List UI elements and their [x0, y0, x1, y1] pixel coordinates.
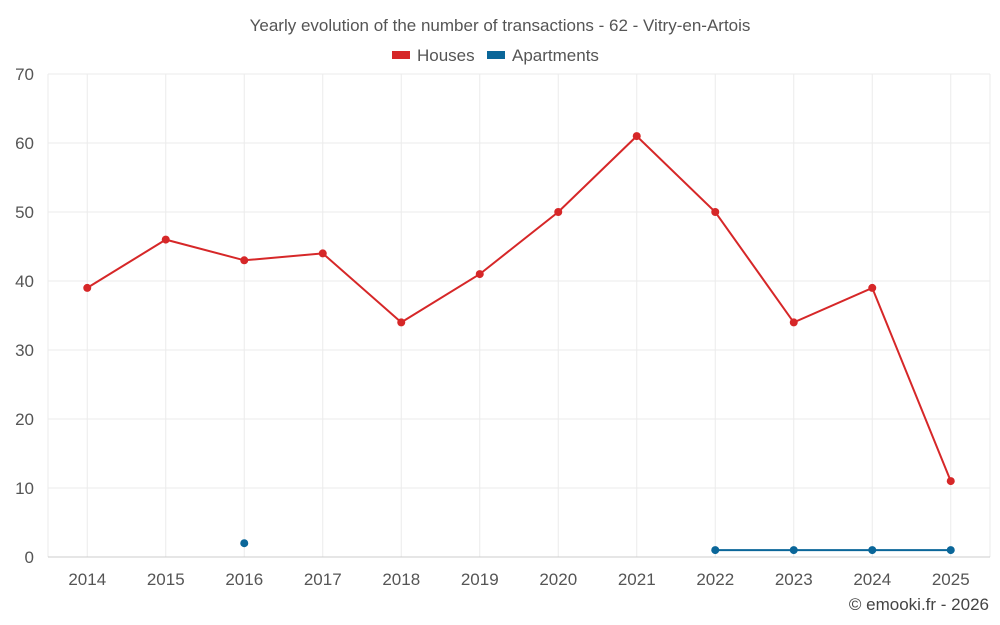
data-point-houses[interactable] [632, 132, 641, 141]
series [83, 132, 955, 555]
data-point-houses[interactable] [711, 208, 720, 216]
legend-swatch-apartments [487, 51, 505, 59]
x-tick-label: 2018 [382, 570, 420, 589]
x-tick-label: 2021 [618, 570, 656, 589]
x-tick-label: 2016 [225, 570, 263, 589]
y-tick-label: 30 [15, 341, 34, 360]
y-tick-label: 60 [15, 134, 34, 153]
data-point-houses[interactable] [554, 208, 563, 216]
x-tick-label: 2017 [304, 570, 342, 589]
x-tick-label: 2015 [147, 570, 185, 589]
data-point-apartments[interactable] [711, 546, 720, 555]
data-point-houses[interactable] [789, 318, 798, 327]
y-tick-label: 50 [15, 203, 34, 222]
legend-item-houses[interactable]: Houses [392, 46, 475, 65]
y-tick-label: 20 [15, 410, 34, 429]
y-tick-label: 0 [25, 548, 34, 567]
data-point-houses[interactable] [475, 270, 484, 279]
x-tick-label: 2019 [461, 570, 499, 589]
y-tick-label: 70 [15, 65, 34, 84]
y-axis-ticks: 0 10 20 30 40 50 60 70 [15, 65, 34, 567]
data-point-houses[interactable] [83, 283, 92, 292]
y-tick-label: 10 [15, 479, 34, 498]
series-houses [83, 132, 955, 486]
data-point-houses[interactable] [240, 256, 249, 265]
x-tick-label: 2022 [696, 570, 734, 589]
legend-item-apartments[interactable]: Apartments [487, 46, 599, 65]
series-apartments [240, 539, 955, 555]
data-point-apartments[interactable] [946, 546, 955, 555]
x-axis-ticks: 2014 2015 2016 2017 2018 2019 2020 2021 2022 2023… [68, 570, 969, 589]
legend-swatch-houses [392, 51, 410, 59]
gridlines [47, 73, 991, 558]
x-tick-label: 2024 [853, 570, 891, 589]
y-tick-label: 40 [15, 272, 34, 291]
x-tick-label: 2020 [539, 570, 577, 589]
data-point-houses[interactable] [318, 249, 327, 258]
data-point-apartments[interactable] [868, 546, 877, 555]
data-point-apartments[interactable] [789, 546, 798, 555]
data-point-houses[interactable] [868, 283, 877, 292]
x-tick-label: 2025 [932, 570, 970, 589]
legend: Houses Apartments [392, 46, 599, 65]
data-point-apartments[interactable] [240, 539, 249, 548]
x-tick-label: 2023 [775, 570, 813, 589]
series-line-houses [86, 134, 952, 482]
x-tick-label: 2014 [68, 570, 106, 589]
legend-label-apartments: Apartments [512, 46, 599, 65]
data-point-houses[interactable] [161, 235, 170, 244]
data-point-houses[interactable] [397, 318, 406, 327]
credit-text: © emooki.fr - 2026 [849, 595, 989, 614]
legend-label-houses: Houses [417, 46, 475, 65]
data-point-houses[interactable] [946, 477, 955, 486]
chart-title: Yearly evolution of the number of transa… [250, 16, 751, 35]
